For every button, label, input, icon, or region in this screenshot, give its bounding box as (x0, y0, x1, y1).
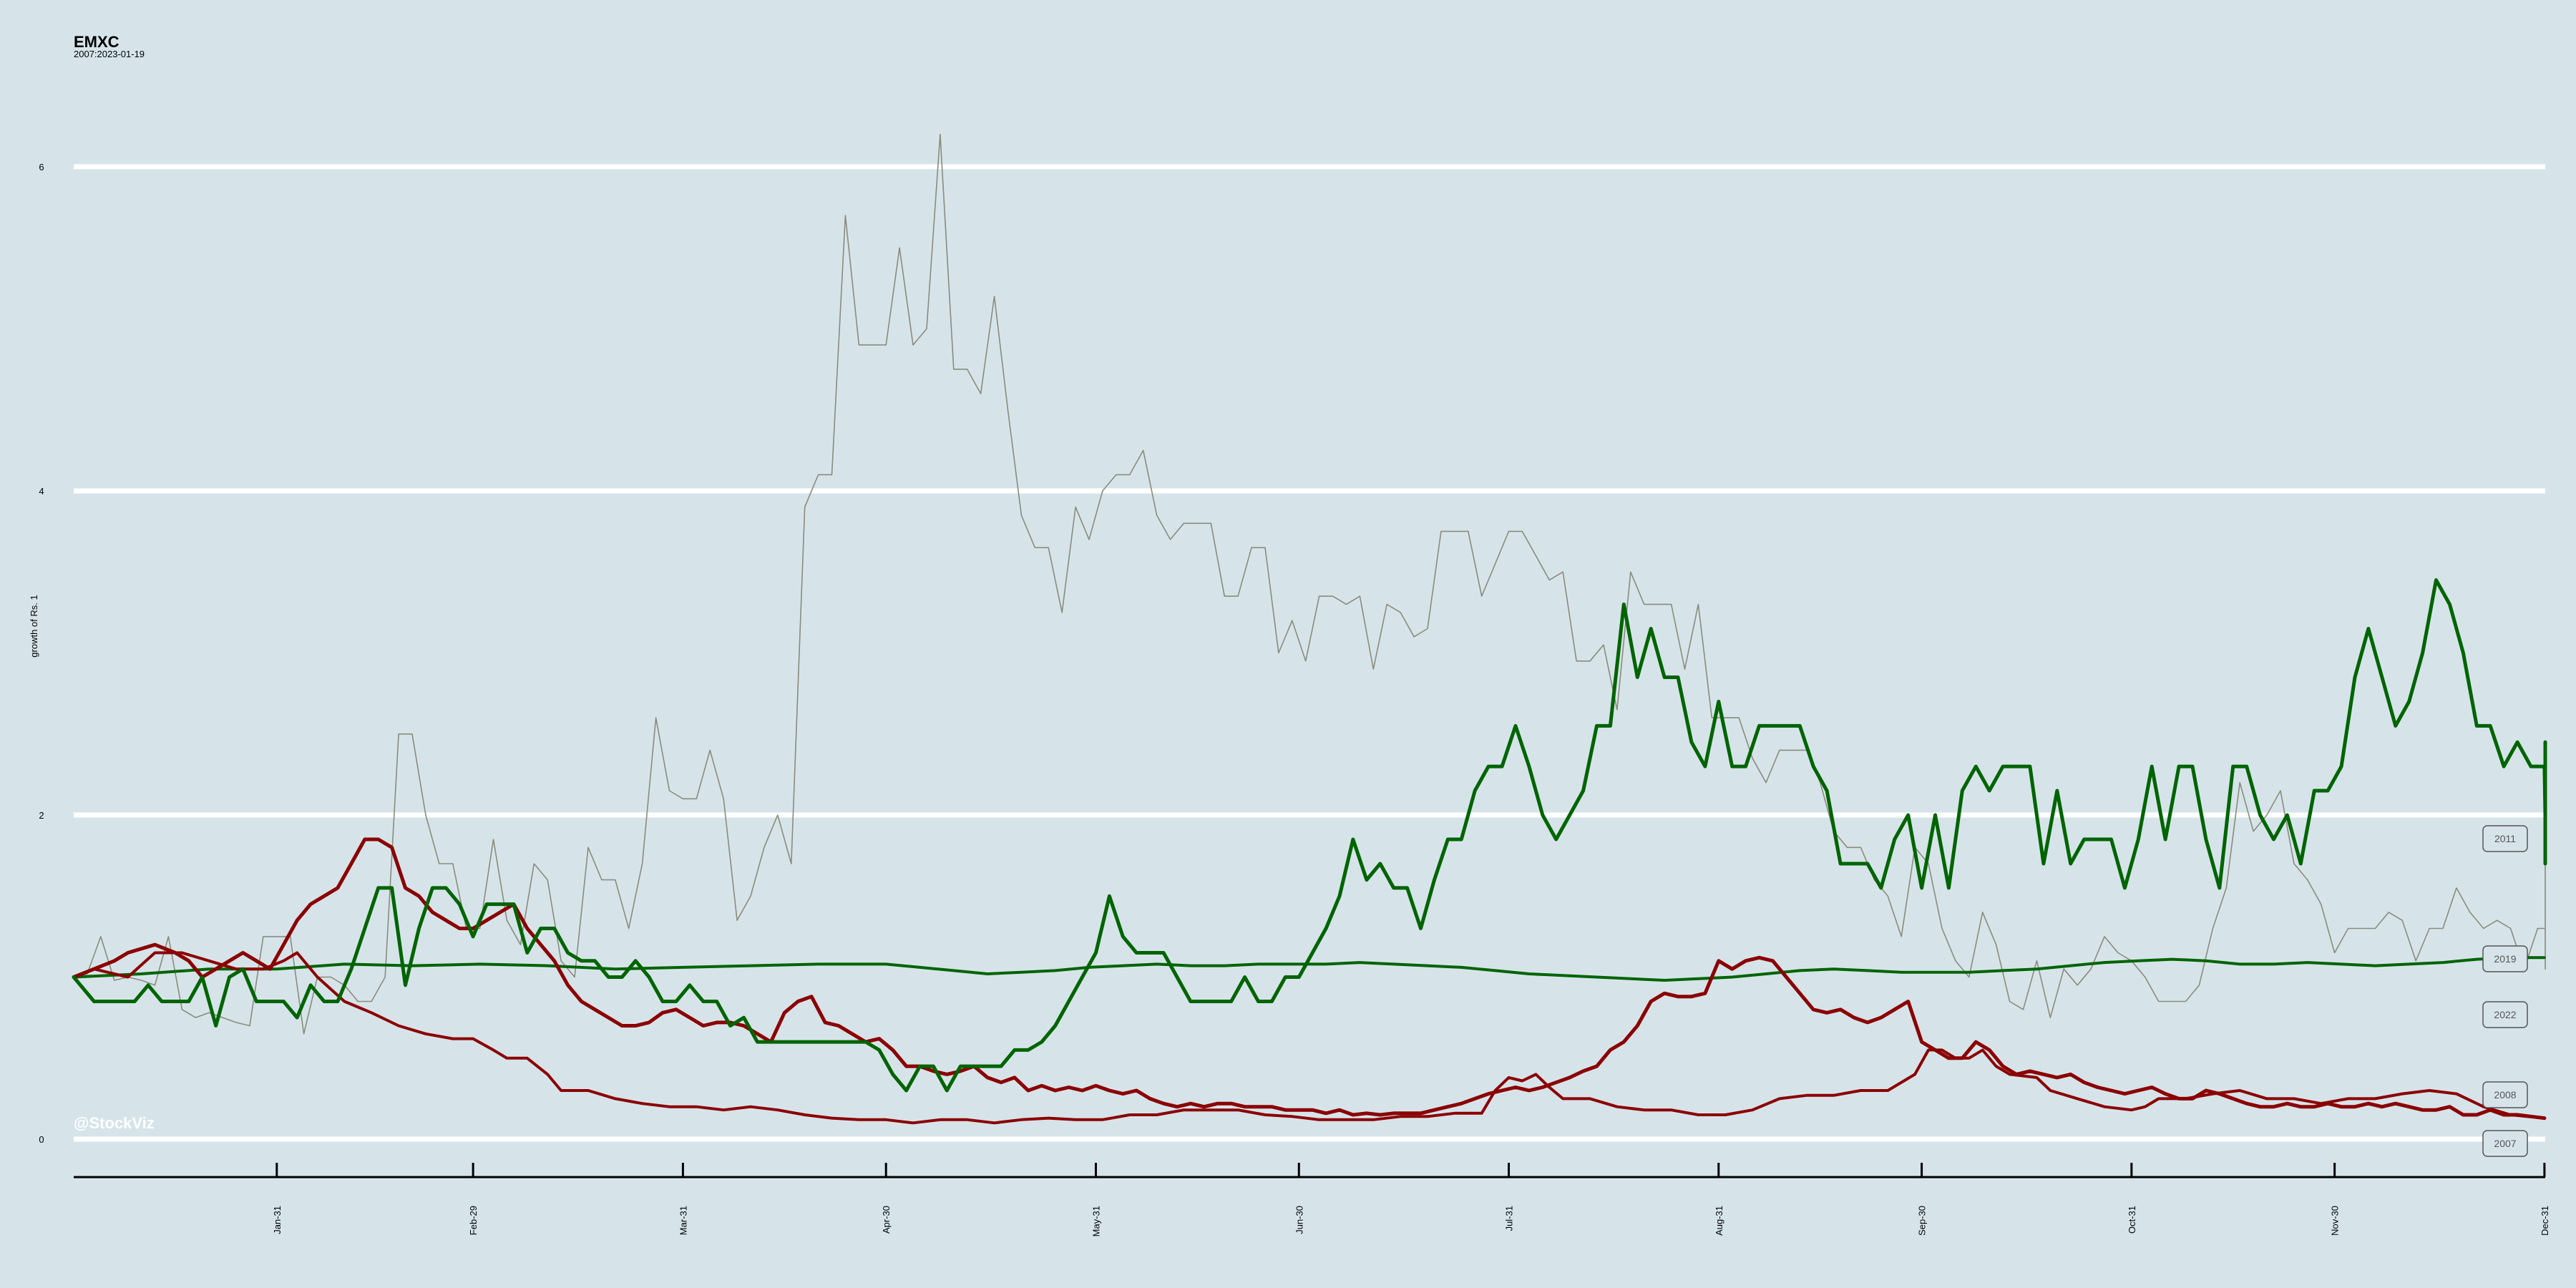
x-tick-label: Feb-29 (468, 1206, 479, 1235)
y-tick-labels: 0 2 4 6 (39, 162, 44, 1145)
watermark: @StockViz (74, 1114, 155, 1132)
series-end-label-box (2482, 1081, 2528, 1108)
x-tick-label: Aug-31 (1714, 1206, 1724, 1236)
x-ticks: Jan-31 Feb-29 Mar-31 Apr-30 May-31 Jun-30 Jul-… (272, 1163, 2550, 1236)
series-end-label-2022: 2022 (2494, 1009, 2516, 1020)
y-tick-label: 2 (39, 810, 44, 821)
chart-title: EMXC (74, 33, 119, 51)
series-end-label-box (2482, 1001, 2528, 1028)
x-tick-label: Dec-31 (2540, 1206, 2550, 1236)
series-end-label-2008: 2008 (2494, 1089, 2516, 1101)
y-tick-label: 4 (39, 486, 44, 497)
x-tick-label: Nov-30 (2330, 1206, 2341, 1236)
series-line-2019 (72, 956, 2546, 982)
x-tick-label: Sep-30 (1917, 1206, 1928, 1236)
series-lines (72, 133, 2547, 1125)
series-line-2011 (72, 578, 2547, 1093)
series-end-labels: 2007 2008 2011 2019 2022 (2482, 825, 2528, 1157)
series-end-label-box (2482, 1130, 2528, 1157)
y-tick-label: 6 (39, 162, 44, 172)
x-tick-label: Jan-31 (272, 1206, 283, 1234)
chart-subtitle: 2007:2023-01-19 (74, 49, 145, 59)
y-axis-label: growth of Rs. 1 (29, 595, 39, 657)
series-end-label-box (2482, 825, 2528, 852)
series-line-2007 (72, 951, 2546, 1125)
x-tick-label: May-31 (1091, 1206, 1101, 1236)
x-tick-label: Jun-30 (1294, 1206, 1304, 1234)
x-tick-label: Mar-31 (678, 1206, 688, 1235)
y-tick-label: 0 (39, 1134, 44, 1145)
series-end-label-2019: 2019 (2494, 953, 2516, 965)
series-end-label-2007: 2007 (2494, 1138, 2516, 1149)
x-tick-label: Oct-31 (2127, 1206, 2137, 1234)
x-tick-label: Jul-31 (1504, 1206, 1515, 1231)
series-end-label-2011: 2011 (2494, 833, 2516, 844)
series-end-label-box (2482, 945, 2528, 972)
grid-lines (74, 164, 2545, 1142)
x-tick-label: Apr-30 (881, 1206, 892, 1234)
